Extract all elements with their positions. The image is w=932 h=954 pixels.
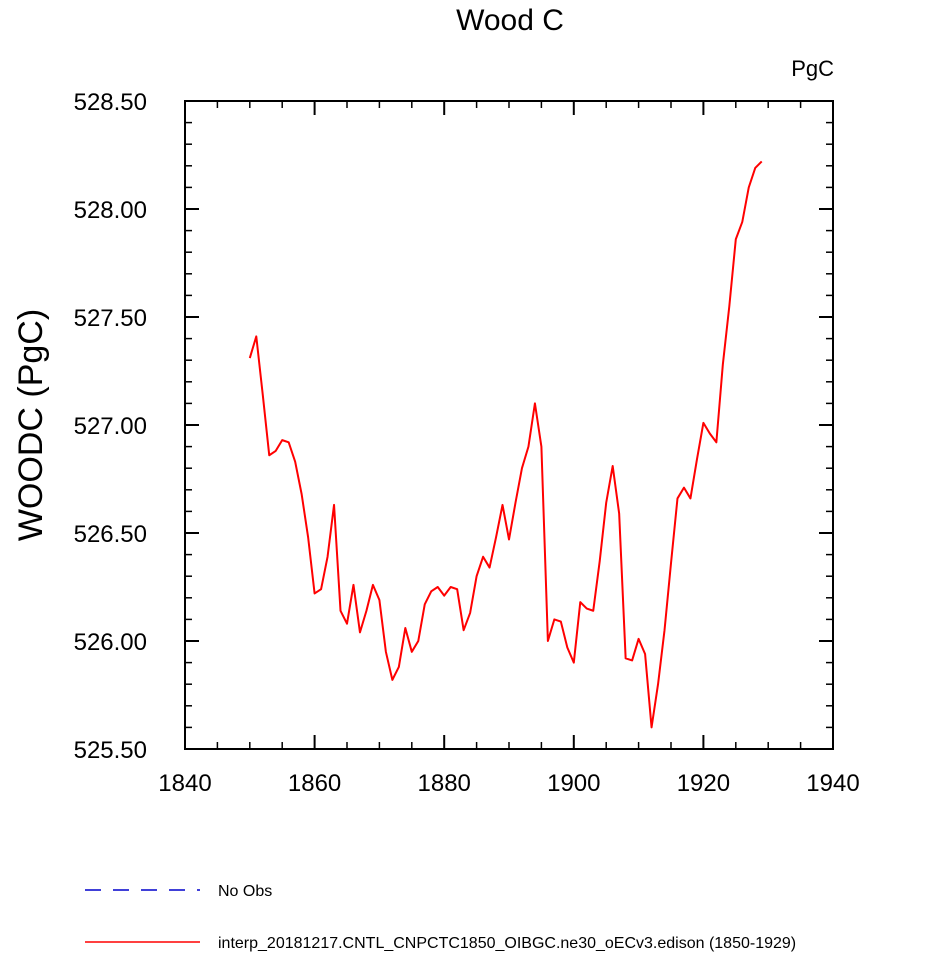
units-label: PgC	[791, 56, 834, 81]
legend: No Obs interp_20181217.CNTL_CNPCTC1850_OI…	[85, 883, 796, 952]
y-tick-label: 527.50	[74, 305, 147, 332]
y-tick-label: 528.50	[74, 89, 147, 116]
series-group	[248, 160, 763, 729]
chart-title: Wood C	[456, 4, 564, 37]
x-tick-label: 1880	[418, 770, 471, 797]
y-tick-label: 525.50	[74, 737, 147, 764]
y-axis-label: WOODC (PgC)	[12, 309, 50, 541]
legend-label-0: No Obs	[218, 883, 272, 900]
x-tick-label: 1840	[158, 770, 211, 797]
plot-frame	[184, 100, 834, 750]
y-tick-label: 528.00	[74, 197, 147, 224]
x-tick-label: 1940	[806, 770, 859, 797]
x-tick-label: 1900	[547, 770, 600, 797]
y-tick-label: 526.00	[74, 629, 147, 656]
tick-labels: 1840 1860 1880 1900 1920 1940 525.50 526.00 526.…	[74, 89, 860, 797]
series-line-1	[248, 160, 763, 729]
y-tick-label: 527.00	[74, 413, 147, 440]
y-tick-label: 526.50	[74, 521, 147, 548]
x-tick-label: 1920	[677, 770, 730, 797]
legend-label-1: interp_20181217.CNTL_CNPCTC1850_OIBGC.ne…	[218, 935, 796, 952]
x-tick-label: 1860	[288, 770, 341, 797]
axis-ticks	[184, 100, 834, 750]
